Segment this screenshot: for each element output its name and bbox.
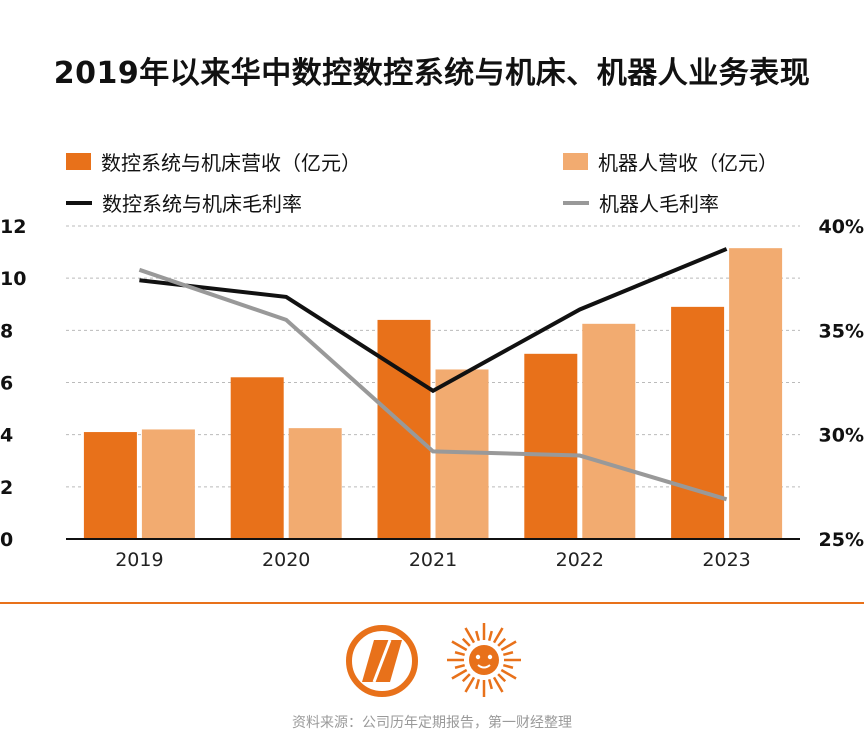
y-left-tick-label: 2 (0, 477, 13, 499)
y-left-tick-label: 6 (0, 373, 13, 395)
legend-line-black (66, 200, 92, 205)
source-note: 资料来源：公司历年定期报告，第一财经整理 (292, 715, 572, 731)
legend-robot-margin: 机器人毛利率 (563, 188, 719, 217)
legend-line-gray (563, 200, 589, 205)
bar-cnc-revenue-2022 (524, 353, 578, 539)
footer-divider (0, 602, 864, 604)
y-right-tick-label: 40% (819, 216, 864, 238)
legend-cnc-revenue: 数控系统与机床营收（亿元） (66, 147, 361, 176)
legend-label: 机器人毛利率 (599, 192, 719, 216)
y-left-tick-label: 12 (0, 216, 26, 238)
x-tick-label: 2021 (409, 549, 457, 571)
chart-title: 2019年以来华中数控数控系统与机床、机器人业务表现 (53, 56, 811, 91)
x-tick-label: 2023 (702, 549, 750, 571)
combo-chart: 0 2 4 6 8 10 12 25% 30% 35% 40% 2019 2020 2021 2022 202… (0, 216, 864, 571)
bar-cnc-revenue-2020 (230, 377, 284, 539)
bar-cnc-revenue-2019 (83, 432, 137, 539)
bar-robot-revenue-2019 (141, 429, 195, 539)
y-right-tick-label: 30% (819, 425, 864, 447)
y-left-tick-label: 0 (0, 529, 13, 551)
y-left-tick-label: 4 (0, 425, 13, 447)
bar-cnc-revenue-2023 (671, 306, 725, 539)
y-left-tick-label: 8 (0, 320, 13, 342)
y-left-tick-label: 10 (0, 268, 26, 290)
legend-label: 机器人营收（亿元） (598, 151, 778, 175)
x-tick-label: 2020 (262, 549, 310, 571)
bar-cnc-revenue-2021 (377, 319, 431, 539)
bar-robot-revenue-2023 (729, 248, 783, 539)
legend-swatch-dark-orange (66, 153, 91, 170)
bar-robot-revenue-2022 (582, 323, 636, 539)
line-robot-margin (138, 267, 728, 502)
sun-lion-logo-icon (444, 620, 524, 700)
x-tick-label: 2022 (556, 549, 604, 571)
legend-robot-revenue: 机器人营收（亿元） (563, 147, 778, 176)
y-right-tick-label: 35% (819, 320, 864, 342)
bar-robot-revenue-2020 (288, 428, 342, 539)
legend-cnc-margin: 数控系统与机床毛利率 (66, 188, 302, 217)
compass-logo-icon (344, 623, 420, 699)
legend-swatch-light-orange (563, 153, 588, 170)
line-cnc-margin (139, 247, 728, 394)
y-right-tick-label: 25% (819, 529, 864, 551)
legend-label: 数控系统与机床毛利率 (102, 192, 302, 216)
x-tick-label: 2019 (115, 549, 163, 571)
legend-label: 数控系统与机床营收（亿元） (101, 151, 361, 175)
